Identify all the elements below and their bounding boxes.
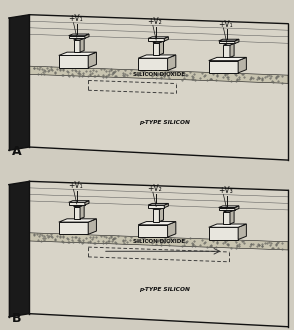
Polygon shape (85, 34, 89, 38)
Text: +V₂: +V₂ (147, 17, 162, 26)
Polygon shape (223, 210, 234, 212)
Polygon shape (148, 37, 168, 38)
Text: A: A (12, 146, 21, 158)
Text: SILICON DIOXIDE: SILICON DIOXIDE (133, 72, 185, 77)
Polygon shape (219, 206, 239, 208)
Polygon shape (238, 224, 246, 240)
Polygon shape (88, 52, 96, 68)
Polygon shape (59, 222, 88, 234)
Text: p-TYPE SILICON: p-TYPE SILICON (139, 120, 190, 125)
Polygon shape (164, 203, 168, 208)
Polygon shape (209, 57, 246, 61)
Polygon shape (153, 43, 159, 55)
Polygon shape (69, 201, 89, 202)
Polygon shape (168, 221, 176, 237)
Text: B: B (12, 312, 21, 325)
Polygon shape (238, 57, 246, 73)
Polygon shape (69, 36, 85, 38)
Text: p-TYPE SILICON: p-TYPE SILICON (139, 287, 190, 292)
Polygon shape (9, 15, 29, 150)
Text: +V₁: +V₁ (68, 181, 83, 190)
Text: +V₃: +V₃ (218, 186, 233, 195)
Polygon shape (223, 44, 234, 45)
Polygon shape (148, 205, 164, 208)
Polygon shape (88, 219, 96, 234)
Polygon shape (235, 206, 239, 210)
Polygon shape (138, 58, 168, 70)
Polygon shape (74, 205, 84, 207)
Polygon shape (159, 208, 163, 221)
Polygon shape (9, 182, 29, 317)
Polygon shape (209, 224, 246, 227)
Polygon shape (74, 40, 80, 52)
Polygon shape (230, 210, 234, 224)
Polygon shape (223, 212, 230, 224)
Polygon shape (85, 201, 89, 205)
Polygon shape (74, 207, 80, 219)
Text: +V₂: +V₂ (147, 184, 162, 193)
Polygon shape (230, 44, 234, 57)
Polygon shape (138, 225, 168, 237)
Polygon shape (29, 15, 288, 160)
Polygon shape (219, 39, 239, 41)
Polygon shape (159, 41, 163, 55)
Polygon shape (138, 55, 176, 58)
Polygon shape (29, 182, 288, 327)
Polygon shape (209, 61, 238, 73)
Polygon shape (69, 34, 89, 36)
Text: +V₁: +V₁ (68, 15, 83, 23)
Polygon shape (168, 55, 176, 70)
Polygon shape (59, 52, 96, 55)
Polygon shape (148, 38, 164, 41)
Text: +V₁: +V₁ (218, 19, 233, 29)
Polygon shape (153, 209, 159, 221)
Polygon shape (29, 233, 288, 250)
Polygon shape (164, 37, 168, 41)
Text: SILICON DIOXIDE: SILICON DIOXIDE (133, 239, 185, 244)
Polygon shape (80, 205, 84, 219)
Polygon shape (29, 66, 288, 83)
Polygon shape (219, 208, 235, 210)
Polygon shape (223, 45, 230, 57)
Polygon shape (153, 208, 163, 209)
Polygon shape (59, 219, 96, 222)
Polygon shape (219, 41, 235, 44)
Polygon shape (148, 203, 168, 205)
Polygon shape (59, 55, 88, 68)
Polygon shape (69, 202, 85, 205)
Polygon shape (153, 41, 163, 43)
Polygon shape (138, 221, 176, 225)
Polygon shape (80, 38, 84, 52)
Polygon shape (74, 38, 84, 40)
Polygon shape (235, 39, 239, 44)
Polygon shape (209, 227, 238, 240)
